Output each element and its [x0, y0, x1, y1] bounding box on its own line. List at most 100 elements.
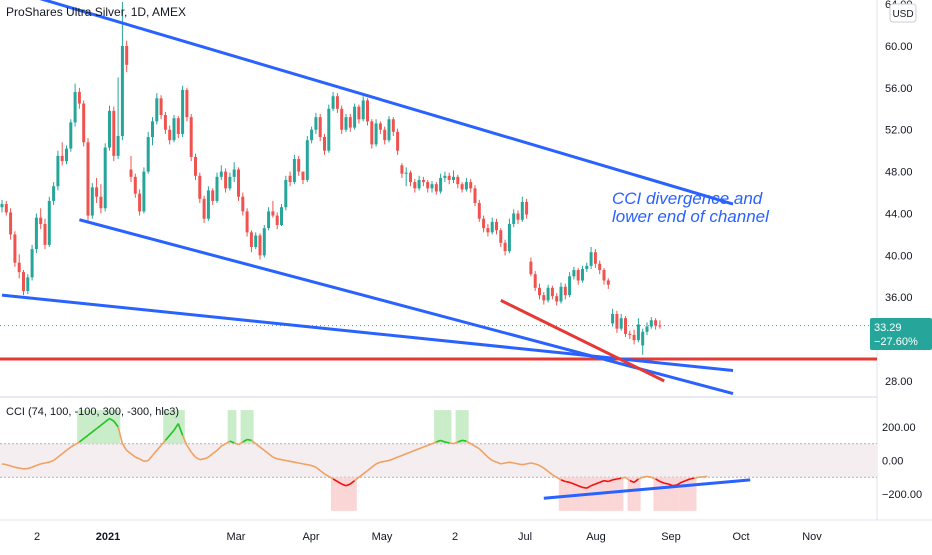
cci-segment [505, 462, 509, 463]
cci-segment [2, 464, 6, 465]
candle [293, 155, 296, 184]
cci-segment [462, 440, 466, 441]
cci-oversold-zone [619, 477, 623, 511]
cci-segment [617, 478, 621, 479]
cci-segment [527, 463, 531, 464]
cci-label: CCI (74, 100, -100, 300, -300, hlc3) [6, 406, 179, 418]
time-tick-label: Jul [518, 531, 532, 543]
cci-segment [286, 461, 290, 462]
price-tick-label: 28.00 [885, 376, 913, 388]
cci-segment [294, 462, 298, 463]
cci-tick-label: 200.00 [882, 422, 916, 434]
cci-overbought-zone [249, 410, 253, 444]
cci-tick-label: −200.00 [882, 489, 922, 501]
cci-segment [643, 476, 647, 477]
candle [82, 100, 85, 146]
cci-segment [290, 461, 294, 462]
candle [246, 208, 249, 236]
cci-segment [445, 442, 449, 443]
cci-segment [583, 487, 587, 488]
cci-segment [307, 465, 311, 466]
cci-oversold-zone [331, 477, 335, 511]
cci-segment [694, 477, 698, 478]
candle [35, 213, 38, 253]
cci-oversold-zone [684, 477, 688, 511]
cci-overbought-zone [464, 410, 468, 444]
time-tick-label: May [372, 531, 393, 543]
cci-oversold-zone [559, 477, 563, 511]
price-tag-change: −27.60% [874, 336, 918, 348]
cci-overbought-zone [241, 410, 245, 444]
cci-segment [621, 477, 625, 478]
cci-band-fill [0, 444, 877, 478]
time-tick-label: Sep [661, 531, 681, 543]
candle [263, 225, 266, 257]
cci-oversold-zone [666, 477, 670, 511]
candle [474, 185, 477, 206]
cci-oversold-zone [675, 477, 679, 511]
candle [190, 114, 193, 161]
cci-oversold-zone [636, 477, 640, 511]
cci-segment [299, 463, 303, 464]
cci-overbought-zone [438, 410, 442, 444]
cci-segment [380, 461, 384, 462]
cci-oversold-zone [628, 477, 632, 511]
cci-segment [247, 440, 251, 441]
cci-segment [277, 459, 281, 460]
last-price-tag: 33.29 −27.60% [870, 318, 932, 350]
cci-oversold-zone [610, 477, 614, 511]
candle [108, 106, 111, 151]
cci-segment [522, 464, 526, 465]
candle [173, 115, 176, 142]
candle [112, 107, 115, 161]
cci-axis[interactable]: 200.00 0.00 −200.00 [882, 422, 922, 501]
time-tick-label: 2 [452, 531, 458, 543]
candle [306, 136, 309, 182]
candle [370, 119, 373, 148]
cci-overbought-zone [434, 410, 438, 444]
candle [327, 105, 330, 153]
cci-overbought-zone [232, 410, 236, 444]
cci-segment [303, 464, 307, 465]
cci-overbought-zone [443, 410, 447, 444]
cci-tick-label: 0.00 [882, 456, 903, 468]
cci-segment [613, 479, 617, 480]
cci-segment [41, 463, 45, 464]
cci-segment [664, 483, 668, 484]
candle [216, 173, 219, 203]
cci-segment [385, 461, 389, 462]
cci-oversold-zone [688, 477, 692, 511]
time-tick-label: Oct [732, 531, 749, 543]
candle [284, 176, 287, 211]
annotation-line-2: lower end of channel [612, 207, 770, 226]
time-tick-label: 2021 [96, 531, 120, 543]
time-tick-label: Apr [302, 531, 319, 543]
candle [198, 173, 201, 203]
currency-label: USD [892, 9, 913, 20]
cci-oversold-zone [671, 477, 675, 511]
candle [340, 106, 343, 134]
price-tick-label: 40.00 [885, 250, 913, 262]
cci-segment [604, 481, 608, 482]
cci-segment [6, 465, 10, 466]
cci-oversold-zone [615, 477, 619, 511]
cci-oversold-zone [344, 477, 348, 511]
price-tick-label: 56.00 [885, 83, 913, 95]
price-tag-last: 33.29 [874, 322, 902, 334]
currency-button[interactable]: USD [890, 4, 916, 22]
cci-overbought-zone [456, 410, 460, 444]
candle [104, 143, 107, 211]
cci-segment [144, 461, 148, 462]
cci-segment [703, 476, 707, 477]
candle [142, 167, 145, 213]
candle [48, 197, 51, 247]
cci-segment [449, 443, 453, 444]
cci-segment [647, 476, 651, 477]
candle [478, 200, 481, 222]
price-tick-label: 48.00 [885, 167, 913, 179]
cci-overbought-zone [245, 410, 249, 444]
cci-segment [565, 482, 569, 483]
candle [31, 245, 34, 281]
